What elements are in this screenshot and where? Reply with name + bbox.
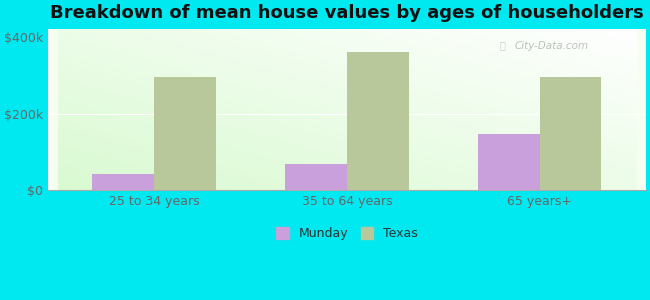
Bar — [92, 174, 154, 190]
Legend: Munday, Texas: Munday, Texas — [271, 222, 423, 245]
Bar — [154, 77, 216, 190]
Text: City-Data.com: City-Data.com — [514, 40, 588, 50]
Title: Breakdown of mean house values by ages of householders: Breakdown of mean house values by ages o… — [50, 4, 644, 22]
Text: ⓘ: ⓘ — [499, 40, 505, 50]
Bar — [540, 77, 601, 190]
Bar — [285, 164, 347, 190]
Bar — [478, 134, 540, 190]
Bar — [347, 52, 409, 190]
